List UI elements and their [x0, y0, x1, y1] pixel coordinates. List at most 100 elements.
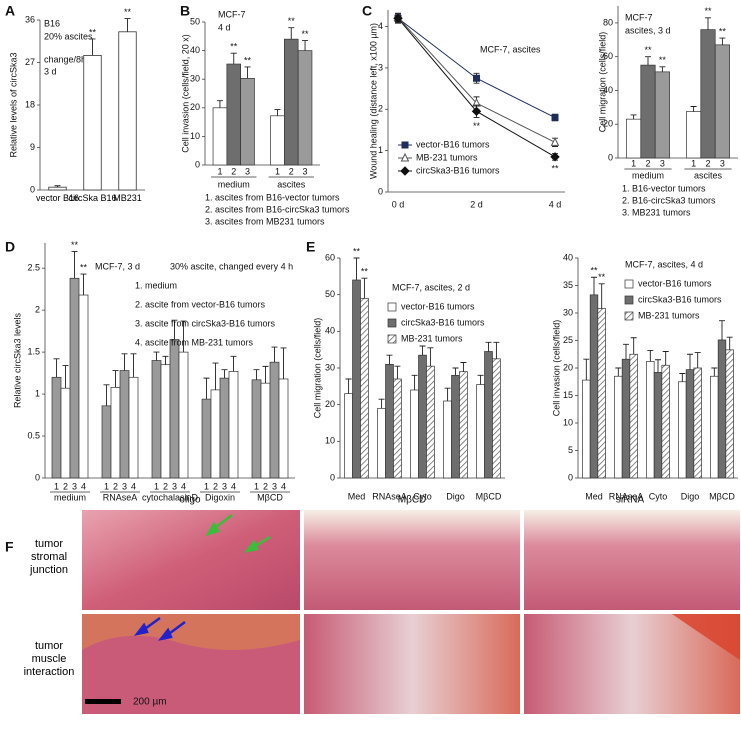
error-bar [711, 367, 718, 377]
subcategory-label: 3 [720, 158, 725, 168]
bar [654, 71, 670, 159]
row-label: tumor muscle interaction [23, 640, 75, 678]
error-bar [694, 352, 701, 368]
error-bar [705, 17, 711, 30]
subcategory-label: 1 [275, 166, 280, 176]
subcategory-label: 3 [303, 166, 308, 176]
y-tick-label: 20 [325, 399, 335, 409]
y-tick-label: 60 [325, 252, 335, 262]
note: 30% ascite, changed every 4 h [170, 261, 293, 271]
y-tick-label: 0 [568, 472, 573, 482]
bar [360, 297, 369, 479]
error-bar [630, 114, 637, 120]
significance: ** [659, 55, 667, 65]
significance: ** [244, 55, 252, 65]
bar [476, 384, 485, 479]
subcategory-label: 4 [231, 481, 236, 491]
legend-label: 3. ascite from circSka3-B16 tumors [135, 318, 276, 328]
point [550, 137, 560, 146]
error-bar [659, 66, 666, 72]
significance: ** [89, 27, 97, 37]
error-bar [103, 384, 110, 406]
significance: ** [302, 29, 310, 39]
y-tick-label: 3 [378, 62, 383, 72]
significance: ** [361, 267, 369, 277]
error-bar [726, 336, 733, 350]
error-bar [262, 365, 269, 384]
panel-label: D [5, 239, 15, 255]
bar [297, 50, 313, 166]
x-tick-label: Med [348, 491, 366, 501]
y-tick-label: 1 [378, 145, 383, 155]
error-bar [162, 355, 169, 365]
legend-label: vector-B16 tumors [401, 301, 475, 311]
error-bar [180, 320, 187, 353]
significance: ** [288, 16, 296, 26]
x-tick-label: 2 d [470, 199, 483, 209]
bar [201, 398, 212, 479]
error-bar [444, 387, 451, 401]
point [393, 13, 403, 23]
error-bar [647, 349, 654, 362]
subcategory-label: 1 [204, 481, 209, 491]
subcategory-label: 3 [222, 481, 227, 491]
y-tick-label: 0 [608, 152, 613, 162]
row-label-text: tumor muscle interaction [23, 640, 75, 678]
legend-marker [400, 152, 410, 162]
error-bar [112, 370, 119, 388]
bar [678, 381, 687, 479]
legend-label: 2. B16-circSka3 tumors [622, 195, 716, 205]
error-bar [583, 358, 590, 381]
y-axis-label: Cell migration (cells/field) [312, 318, 322, 419]
bar [51, 376, 62, 479]
arrows [205, 514, 271, 553]
error-bar [89, 38, 96, 56]
x-tick-label: ascites [277, 179, 306, 189]
note: change/8h [44, 54, 86, 64]
y-tick-label: 0 [330, 472, 335, 482]
y-tick-label: 18 [25, 99, 35, 109]
bar [725, 349, 734, 479]
bar [278, 378, 289, 479]
note: MCF-7 [625, 12, 653, 22]
y-tick-label: 36 [25, 14, 35, 24]
error-bar [477, 374, 484, 385]
legend-marker [401, 141, 409, 149]
bar [686, 111, 702, 159]
subcategory-label: 4 [181, 481, 186, 491]
bar [69, 277, 80, 479]
legend-label: 1. medium [135, 280, 177, 290]
error-bar [345, 378, 352, 394]
micrograph [82, 510, 300, 610]
error-bar [427, 347, 434, 367]
subcategory-label: 2 [645, 158, 650, 168]
legend-marker [400, 166, 410, 176]
bar [418, 354, 427, 479]
significance: ** [230, 42, 238, 52]
error-bar [719, 37, 726, 45]
legend-label: 4. ascite from MB-231 tumors [135, 337, 254, 347]
x-tick-label: circSka B16 [68, 193, 116, 203]
x-tick-label: Med [585, 491, 603, 501]
column-label: oligo [179, 495, 201, 506]
legend-label: circSka3-B16 tumors [416, 165, 500, 175]
legend-label: circSka3-B16 tumors [401, 317, 485, 327]
legend-label: MB-231 tumors [416, 152, 478, 162]
bar [443, 400, 452, 479]
error-bar [153, 351, 160, 361]
point [473, 74, 480, 82]
row-label-text: tumor stromal junction [30, 538, 68, 576]
error-bar [630, 337, 637, 355]
y-tick-label: 9 [30, 142, 35, 152]
x-tick-label: cytochalasinD [142, 492, 199, 502]
significance: ** [353, 246, 361, 256]
bar [128, 376, 139, 479]
bar [484, 351, 493, 479]
subcategory-label: 2 [263, 481, 268, 491]
bar [685, 369, 695, 479]
y-tick-label: 20 [563, 362, 573, 372]
bar [717, 339, 727, 479]
bar [710, 375, 719, 479]
y-tick-label: 80 [603, 17, 613, 27]
y-tick-label: 35 [563, 280, 573, 290]
